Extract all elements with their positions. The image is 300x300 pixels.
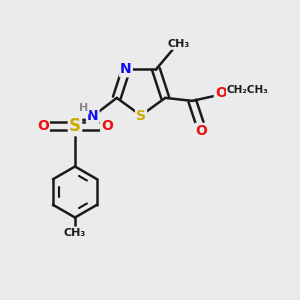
Text: S: S	[69, 117, 81, 135]
Text: O: O	[195, 124, 207, 138]
Text: N: N	[87, 109, 99, 123]
Text: O: O	[215, 86, 227, 100]
Text: CH₂CH₃: CH₂CH₃	[227, 85, 269, 95]
Text: CH₃: CH₃	[64, 227, 86, 238]
Text: O: O	[37, 119, 49, 133]
Text: S: S	[136, 109, 146, 122]
Text: O: O	[101, 119, 113, 133]
Text: N: N	[120, 62, 132, 76]
Text: H: H	[79, 103, 88, 113]
Text: CH₃: CH₃	[167, 39, 190, 49]
